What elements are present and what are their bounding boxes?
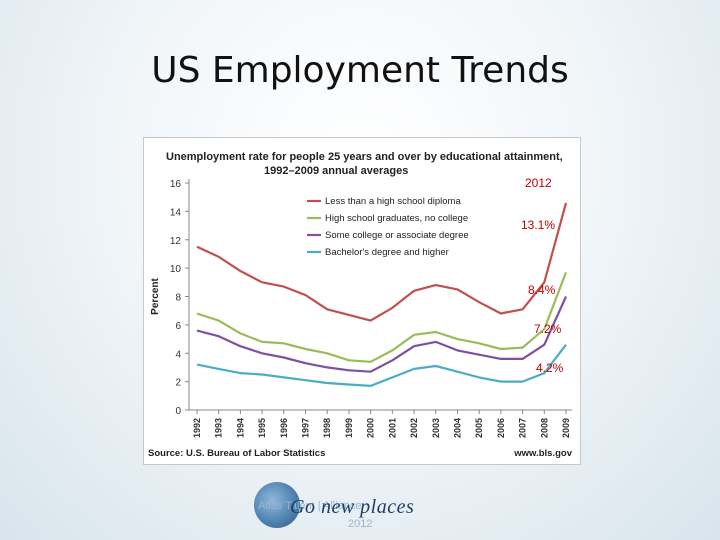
y-tick-label-10: 10 <box>170 264 182 275</box>
x-tick-label-2008: 2008 <box>539 418 549 438</box>
series-line-2 <box>196 272 568 363</box>
x-tick-label-1994: 1994 <box>235 418 245 438</box>
series-line-1 <box>196 202 568 322</box>
chart-title-line-2: 1992–2009 annual averages <box>264 165 408 177</box>
x-tick-label-2000: 2000 <box>366 418 376 438</box>
y-tick-label-12: 12 <box>170 236 182 247</box>
y-tick-label-6: 6 <box>175 321 181 332</box>
x-tick-label-2009: 2009 <box>561 418 571 438</box>
annotation-value-bachelors: 4.2% <box>536 361 564 375</box>
y-tick-label-0: 0 <box>175 406 181 417</box>
annotation-value-less-than-hs: 13.1% <box>521 218 556 232</box>
globe-logo-icon <box>254 482 300 528</box>
legend-label-4: Bachelor's degree and higher <box>325 247 449 258</box>
chart-website: www.bls.gov <box>513 448 572 459</box>
y-tick-label-16: 16 <box>170 179 182 190</box>
x-tick-label-1993: 1993 <box>214 418 224 438</box>
series-line-3 <box>196 296 568 373</box>
y-axis-label: Percent <box>150 277 161 314</box>
x-tick-label-1998: 1998 <box>322 418 332 438</box>
chart-source: Source: U.S. Bureau of Labor Statistics <box>148 448 325 459</box>
x-tick-label-2007: 2007 <box>518 418 528 438</box>
footer-logo: Atlas Talent | Alliance Go new places 20… <box>250 478 480 536</box>
line-chart: Unemployment rate for people 25 years an… <box>148 151 573 459</box>
y-tick-label-8: 8 <box>175 293 181 304</box>
x-tick-label-2004: 2004 <box>452 418 462 438</box>
annotation-value-hs-grad: 8.4% <box>528 283 556 297</box>
series-line-4 <box>196 344 567 387</box>
footer-year: 2012 <box>348 518 373 530</box>
slide-title: US Employment Trends <box>151 50 569 91</box>
annotation-year: 2012 <box>525 176 552 190</box>
x-tick-label-2006: 2006 <box>496 418 506 438</box>
legend-label-2: High school graduates, no college <box>325 213 468 224</box>
footer-brand: Go new places <box>290 496 415 518</box>
legend-label-1: Less than a high school diploma <box>325 196 461 207</box>
x-tick-label-1992: 1992 <box>192 418 202 438</box>
legend-label-3: Some college or associate degree <box>325 230 469 241</box>
x-tick-label-2001: 2001 <box>387 418 397 438</box>
x-tick-label-1999: 1999 <box>344 418 354 438</box>
annotation-value-some-college: 7.2% <box>534 322 562 336</box>
x-tick-label-1997: 1997 <box>301 418 311 438</box>
y-tick-label-4: 4 <box>175 349 181 360</box>
y-tick-label-14: 14 <box>170 207 182 218</box>
footer-caption: Atlas Talent | Alliance <box>258 500 362 512</box>
x-tick-label-2003: 2003 <box>431 418 441 438</box>
y-tick-label-2: 2 <box>175 378 181 389</box>
chart-frame: Unemployment rate for people 25 years an… <box>143 137 581 465</box>
x-tick-label-2005: 2005 <box>474 418 484 438</box>
x-tick-label-1996: 1996 <box>279 418 289 438</box>
x-tick-label-1995: 1995 <box>257 418 267 438</box>
x-tick-label-2002: 2002 <box>409 418 419 438</box>
chart-title-line-1: Unemployment rate for people 25 years an… <box>166 151 563 163</box>
